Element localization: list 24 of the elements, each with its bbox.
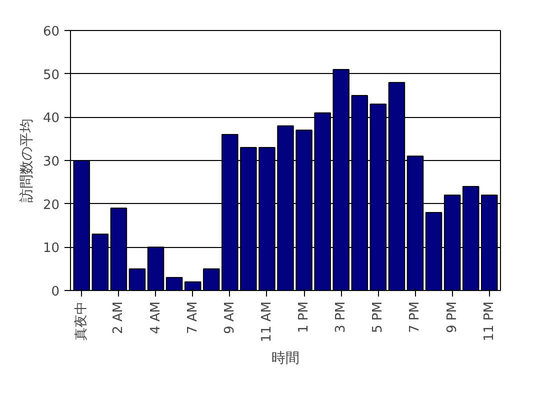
x-tick-label: 7 AM	[185, 301, 200, 334]
y-tick-label: 40	[42, 111, 60, 126]
x-tick-label: 9 AM	[222, 301, 238, 334]
bar	[128, 268, 146, 290]
y-axis-title: 訪問数の平均	[18, 118, 35, 202]
y-tick-label: 0	[51, 284, 60, 300]
y-tick-label: 10	[42, 241, 60, 256]
y-tick-label: 60	[42, 24, 60, 40]
x-tick-label: 5 PM	[370, 301, 386, 333]
x-axis-title: 時間	[272, 350, 300, 366]
y-tick-label: 50	[42, 68, 60, 83]
bar	[166, 277, 183, 290]
x-tick-label: 11 AM	[259, 301, 274, 342]
x-tick-label: 3 PM	[334, 301, 349, 333]
x-tick-label: 9 PM	[444, 301, 460, 333]
x-tick-label: 7 PM	[408, 301, 423, 333]
x-tick-label: 真夜中	[73, 302, 90, 340]
x-tick-label: 4 AM	[148, 301, 164, 334]
x-tick-label: 2 AM	[111, 301, 126, 334]
y-tick-label: 30	[42, 154, 60, 170]
x-tick-label: 11 PM	[482, 301, 497, 342]
x-tick-label: 1 PM	[296, 301, 312, 333]
bar	[202, 268, 220, 290]
y-tick-label: 20	[42, 198, 60, 213]
